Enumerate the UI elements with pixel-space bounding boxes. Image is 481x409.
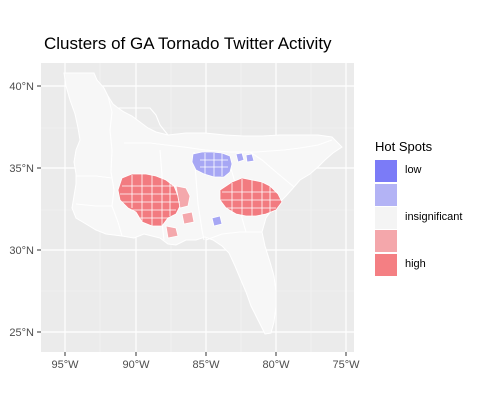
x-tick-label: 85°W (192, 359, 220, 371)
y-axis-ticks (37, 85, 41, 333)
legend-title: Hot Spots (375, 139, 433, 154)
legend-item-high-medium (375, 230, 481, 252)
legend-item-low-medium (375, 184, 481, 206)
legend-item-low: low (375, 160, 481, 182)
y-tick-label: 30°N (9, 245, 34, 257)
legend-key-high-medium (375, 230, 397, 252)
y-tick-label: 35°N (9, 163, 34, 175)
low-hotspot-cluster (191, 151, 255, 227)
legend-key-low (375, 160, 397, 182)
legend-key-insignificant (375, 207, 397, 229)
high-hotspot-cluster-east (219, 177, 283, 217)
legend-key-low-medium (375, 184, 397, 206)
legend-label: low (405, 164, 422, 176)
x-tick-label: 90°W (122, 359, 150, 371)
legend-label: insignificant (405, 211, 463, 223)
land-region (63, 72, 343, 335)
legend-item-high: high (375, 254, 481, 276)
legend-item-insignificant: insignificant (375, 207, 481, 229)
legend-key-high (375, 254, 397, 276)
y-tick-label: 25°N (9, 327, 34, 339)
x-axis-ticks (64, 352, 347, 356)
map-title: Clusters of GA Tornado Twitter Activity (44, 34, 332, 53)
x-tick-label: 95°W (51, 359, 79, 371)
y-tick-label: 40°N (9, 81, 34, 93)
legend-label: high (405, 258, 426, 270)
high-hotspot-cluster-west (117, 173, 195, 239)
x-tick-label: 75°W (332, 359, 360, 371)
x-tick-label: 80°W (262, 359, 290, 371)
